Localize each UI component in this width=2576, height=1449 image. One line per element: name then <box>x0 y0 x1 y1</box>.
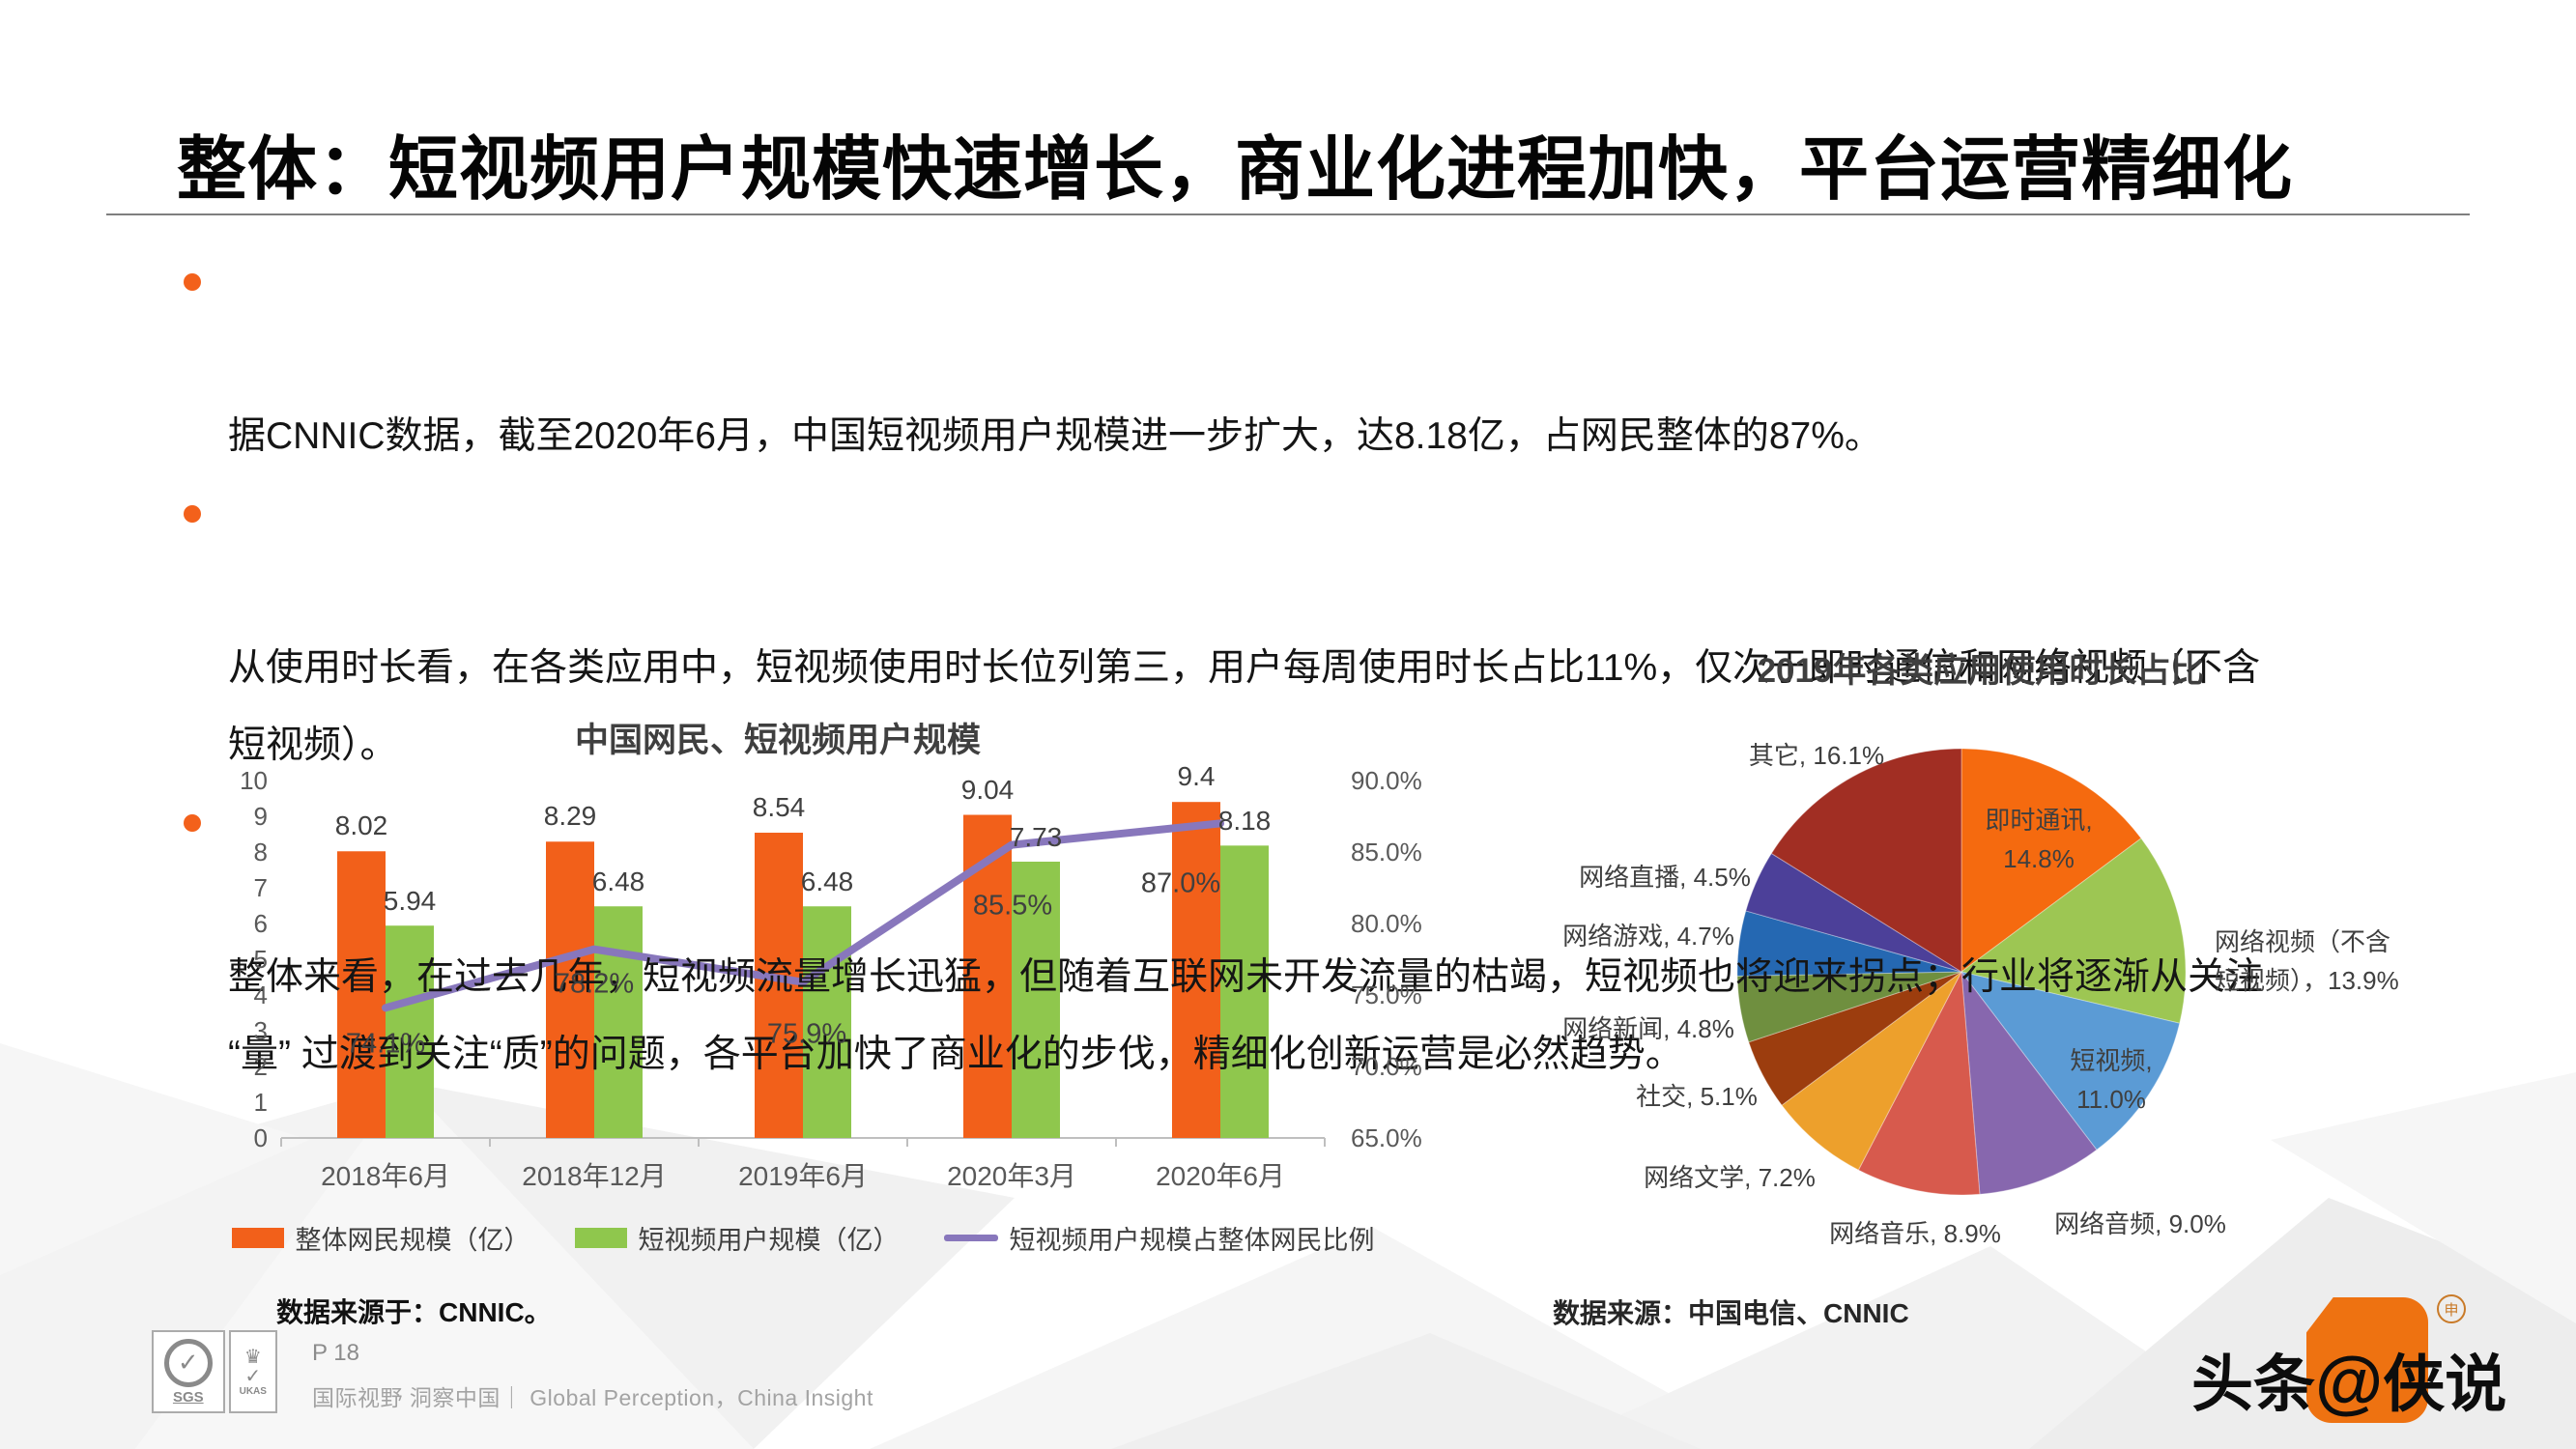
line-value-label: 78.2% <box>554 968 635 1000</box>
bar-value-label: 9.4 <box>1177 761 1216 792</box>
category-label: 2020年3月 <box>947 1161 1076 1191</box>
bullet-dot-icon <box>184 814 201 832</box>
bullet-dot-icon <box>184 505 201 523</box>
bullet-item: 据CNNIC数据，截至2020年6月，中国短视频用户规模进一步扩大，达8.18亿… <box>153 243 2433 475</box>
legend-bar-swatch <box>231 1228 284 1248</box>
registered-mark-icon: 申 <box>2437 1294 2466 1323</box>
pie-label-即时通讯: 即时通讯, 14.8% <box>1985 806 2093 873</box>
pie-label-短视频: 短视频, 11.0% <box>2070 1046 2153 1114</box>
category-label: 2019年6月 <box>738 1161 868 1191</box>
pie-label-网络新闻: 网络新闻, 4.8% <box>1562 1014 1734 1043</box>
certification-logos: ✓ SGS ♛ ✓ UKAS <box>152 1330 277 1413</box>
line-value-label: 74.1% <box>345 1028 426 1060</box>
right-axis-tick-label: 90.0% <box>1351 766 1422 795</box>
left-axis-tick-label: 8 <box>253 838 268 867</box>
bar-value-label: 8.18 <box>1217 806 1272 837</box>
left-axis-tick-label: 7 <box>253 873 268 902</box>
ukas-crown-icon: ♛ <box>243 1346 262 1368</box>
line-value-label: 85.5% <box>972 890 1053 922</box>
category-label: 2020年6月 <box>1156 1161 1285 1191</box>
bar-value-label: 8.02 <box>334 810 388 841</box>
left-axis-tick-label: 3 <box>253 1016 268 1045</box>
watermark: 申 头条@侠说 <box>2184 1285 2561 1439</box>
pie-label-网络游戏: 网络游戏, 4.7% <box>1562 922 1734 951</box>
bar-value-label: 6.48 <box>800 867 854 897</box>
category-label: 2018年6月 <box>321 1161 450 1191</box>
bar-chart-legend: 整体网民规模（亿） 短视频用户规模（亿） 短视频用户规模占整体网民比例 <box>231 1219 1375 1257</box>
bullet-text: 据CNNIC数据，截至2020年6月，中国短视频用户规模进一步扩大，达8.18亿… <box>228 415 1882 457</box>
pie-chart-title: 2019年各类应用使用时长占比 <box>1757 652 2205 690</box>
sgs-label: SGS <box>172 1388 204 1406</box>
right-axis-tick-label: 65.0% <box>1351 1123 1422 1152</box>
bar-value-label: 9.04 <box>960 774 1015 805</box>
sgs-logo: ✓ SGS <box>152 1330 225 1413</box>
left-axis-tick-label: 9 <box>253 802 268 831</box>
page-number: P 18 <box>312 1340 359 1366</box>
left-axis-tick-label: 6 <box>253 909 268 938</box>
ukas-check-icon: ✓ <box>244 1365 262 1387</box>
right-axis-tick-label: 80.0% <box>1351 909 1422 938</box>
left-axis-tick-label: 4 <box>253 980 268 1009</box>
right-axis-tick-label: 85.0% <box>1351 838 1422 867</box>
bullet-item: 从使用时长看，在各类应用中，短视频使用时长位列第三，用户每周使用时长占比11%，… <box>153 475 2433 784</box>
pie-label-网络直播: 网络直播, 4.5% <box>1579 863 1751 892</box>
bar-chart-title: 中国网民、短视频用户规模 <box>574 722 981 759</box>
legend-label: 短视频用户规模占整体网民比例 <box>1009 1226 1375 1255</box>
line-value-label: 75.9% <box>766 1018 847 1050</box>
watermark-suffix: 侠说 <box>2383 1350 2507 1419</box>
page-title: 整体：短视频用户规模快速增长，商业化进程加快，平台运营精细化 <box>177 131 2294 209</box>
pie-label-其它: 其它, 16.1% <box>1748 741 1885 770</box>
pie-label-网络视频（不含短视频）: 网络视频（不含 短视频），13.9% <box>2215 927 2399 995</box>
legend-line-swatch <box>943 1235 998 1241</box>
bullet-text: 从使用时长看，在各类应用中，短视频使用时长位列第三，用户每周使用时长占比11%，… <box>228 647 2261 766</box>
bar-value-label: 7.73 <box>1009 821 1063 852</box>
pie-chart-source: 数据来源：中国电信、CNNIC <box>1553 1298 1909 1328</box>
pie-label-网络音频: 网络音频, 9.0% <box>2054 1209 2226 1238</box>
legend-label: 短视频用户规模（亿） <box>638 1226 900 1255</box>
left-axis-tick-label: 2 <box>253 1052 268 1081</box>
legend-item: 整体网民规模（亿） <box>231 1219 530 1257</box>
bar-value-label: 5.94 <box>383 886 437 917</box>
sgs-check-icon: ✓ <box>163 1338 213 1387</box>
footer-tagline: 国际视野 洞察中国｜ Global Perception，China Insig… <box>312 1385 873 1410</box>
pie-label-网络音乐: 网络音乐, 8.9% <box>1829 1219 2001 1248</box>
right-axis-tick-label: 75.0% <box>1351 980 1422 1009</box>
right-axis-tick-label: 70.0% <box>1351 1052 1422 1081</box>
ukas-logo: ♛ ✓ UKAS <box>228 1330 277 1413</box>
watermark-prefix: 头条 <box>2191 1350 2315 1419</box>
title-divider <box>106 213 2470 215</box>
legend-item: 短视频用户规模占整体网民比例 <box>943 1219 1375 1257</box>
legend-bar-swatch <box>574 1228 627 1248</box>
category-label: 2018年12月 <box>522 1161 667 1191</box>
bullet-dot-icon <box>184 273 201 291</box>
legend-item: 短视频用户规模（亿） <box>574 1219 900 1257</box>
pie-label-社交: 社交, 5.1% <box>1636 1082 1758 1111</box>
pie-label-网络文学: 网络文学, 7.2% <box>1644 1163 1816 1192</box>
at-sign: @ <box>2315 1344 2384 1421</box>
left-axis-tick-label: 1 <box>253 1088 268 1117</box>
left-axis-tick-label: 5 <box>253 945 268 974</box>
line-value-label: 87.0% <box>1140 867 1221 899</box>
bar-value-label: 6.48 <box>591 867 645 897</box>
left-axis-tick-label: 0 <box>253 1123 268 1152</box>
left-chart-source: 数据来源于：CNNIC。 <box>276 1297 552 1327</box>
legend-label: 整体网民规模（亿） <box>295 1226 530 1255</box>
bar-value-label: 8.54 <box>752 792 806 823</box>
watermark-text: 头条@侠说 <box>2191 1335 2506 1424</box>
bullet-text: 整体来看，在过去几年，短视频流量增长迅猛，但随着互联网未开发流量的枯竭，短视频也… <box>228 956 2264 1075</box>
left-axis-tick-label: 10 <box>240 766 268 795</box>
bar-value-label: 8.29 <box>543 801 597 832</box>
ukas-label: UKAS <box>239 1385 267 1397</box>
